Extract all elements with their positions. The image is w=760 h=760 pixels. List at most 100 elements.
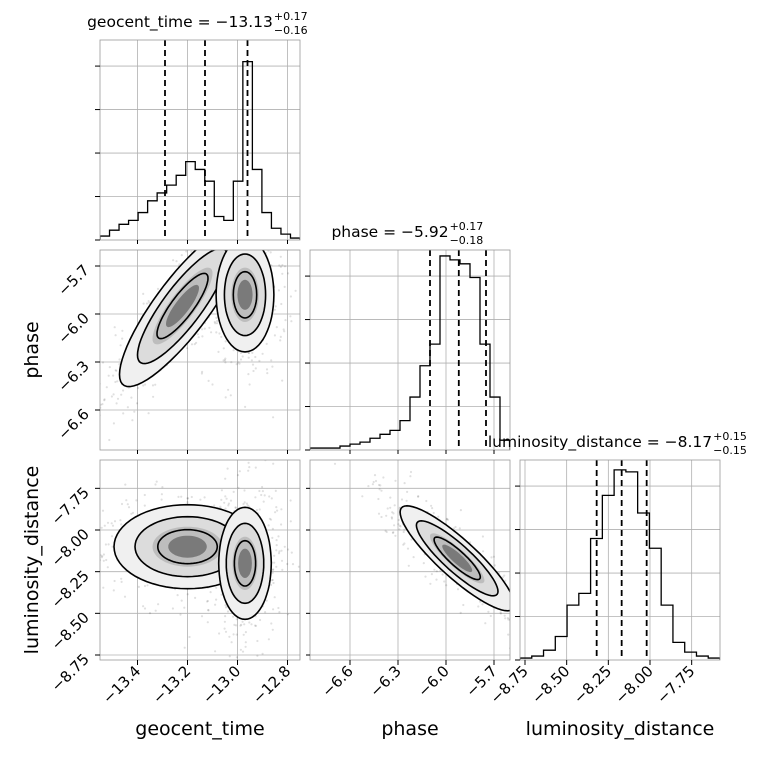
sample-point: [276, 509, 279, 512]
sample-point: [459, 611, 462, 614]
sample-point: [261, 485, 264, 489]
sample-point: [218, 632, 221, 635]
sample-point: [503, 574, 506, 577]
sample-point: [528, 605, 530, 607]
sample-point: [243, 501, 246, 504]
sample-point: [102, 586, 105, 589]
sample-point: [112, 508, 114, 510]
x-tick-label: −6.6: [318, 662, 356, 700]
sample-point: [504, 617, 507, 620]
hist-step-luminosity_distance: [520, 469, 720, 660]
sample-point: [94, 549, 96, 551]
sample-point: [151, 384, 155, 387]
sample-point: [403, 482, 406, 485]
sample-point: [252, 203, 254, 205]
sample-point: [249, 220, 251, 222]
sample-point: [279, 255, 282, 258]
sample-point: [188, 635, 191, 639]
sample-point: [204, 241, 206, 243]
sample-point: [171, 607, 174, 610]
sample-point: [377, 497, 380, 501]
sample-point: [214, 650, 217, 653]
sample-point: [445, 518, 448, 521]
sample-point: [200, 615, 204, 618]
sample-point: [514, 624, 516, 626]
sample-point: [275, 565, 278, 568]
sample-point: [506, 617, 509, 620]
sample-point: [283, 330, 286, 333]
sample-point: [125, 499, 128, 502]
sample-point: [206, 600, 209, 603]
sample-point: [110, 395, 113, 398]
sample-point: [272, 581, 275, 585]
sample-point: [555, 617, 557, 619]
sample-point: [229, 499, 233, 502]
sample-point: [200, 229, 202, 231]
sample-point: [204, 241, 206, 243]
sample-point: [154, 483, 157, 486]
sample-point: [235, 238, 237, 240]
sample-point: [106, 566, 109, 569]
sample-point: [456, 588, 460, 591]
sample-point: [248, 383, 251, 386]
sample-point: [215, 316, 218, 319]
sample-point: [281, 568, 284, 572]
sample-point: [195, 341, 198, 344]
hist-title-geocent_time: geocent_time = −13.13: [87, 13, 273, 32]
sample-point: [443, 580, 446, 583]
sample-point: [435, 570, 438, 573]
sample-point: [289, 315, 292, 318]
sample-point: [272, 568, 275, 571]
sample-point: [180, 495, 183, 498]
sample-point: [194, 596, 197, 600]
sample-point: [273, 334, 276, 337]
sample-point: [116, 397, 120, 400]
sample-point: [273, 308, 276, 311]
sample-point: [430, 504, 433, 507]
sample-point: [272, 462, 275, 465]
sample-point: [487, 610, 490, 613]
sample-point: [112, 422, 115, 425]
sample-point: [394, 534, 397, 537]
sample-point: [221, 242, 223, 244]
hist-step-phase: [310, 255, 510, 450]
sample-point: [263, 494, 266, 497]
sample-point: [271, 578, 274, 582]
sample-point: [142, 302, 145, 305]
sample-point: [410, 538, 413, 541]
sample-point: [243, 623, 246, 626]
sample-point: [254, 233, 256, 235]
sample-point: [286, 613, 289, 616]
sample-point: [148, 301, 151, 304]
sample-point: [201, 335, 204, 338]
sample-point: [145, 302, 149, 305]
sample-point: [239, 351, 242, 355]
sample-point: [137, 386, 140, 390]
sample-point: [273, 443, 275, 445]
x-axis-label-luminosity_distance: luminosity_distance: [526, 718, 715, 740]
sample-point: [210, 221, 212, 223]
sample-point: [283, 265, 287, 268]
sample-point: [157, 603, 160, 606]
sample-point: [147, 300, 150, 303]
sample-point: [190, 343, 194, 346]
x-tick-label: −13.2: [149, 662, 194, 707]
sample-point: [452, 527, 455, 530]
sample-point: [131, 419, 134, 422]
sample-point: [196, 333, 199, 336]
sample-point: [187, 497, 190, 500]
sample-point: [206, 621, 209, 624]
sample-point: [307, 203, 309, 205]
sample-point: [462, 603, 465, 607]
sample-point: [507, 633, 510, 636]
sample-point: [278, 264, 281, 267]
sample-point: [303, 553, 305, 555]
sample-point: [374, 458, 376, 460]
sample-point: [118, 358, 121, 361]
sample-point: [499, 611, 502, 614]
sample-point: [377, 512, 381, 515]
sample-point: [402, 530, 405, 534]
sample-point: [90, 593, 92, 595]
sample-point: [385, 530, 388, 534]
hist-frame: [519, 459, 721, 661]
